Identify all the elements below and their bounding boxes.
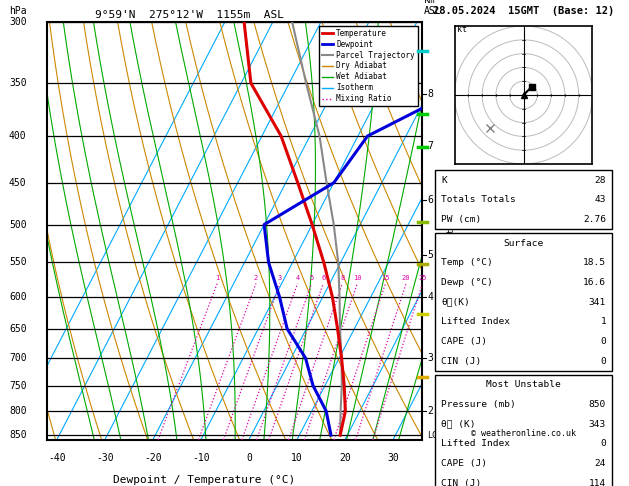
Text: LCL: LCL [428,431,442,440]
Text: 18.5: 18.5 [583,259,606,267]
Text: 3: 3 [278,276,282,281]
Text: 8: 8 [428,89,433,99]
Text: CIN (J): CIN (J) [441,479,481,486]
Text: -20: -20 [144,453,162,463]
Text: 4: 4 [296,276,299,281]
Text: θᴄ (K): θᴄ (K) [441,419,476,429]
Text: -40: -40 [48,453,65,463]
Text: 24: 24 [594,459,606,468]
Text: 20: 20 [402,276,410,281]
Text: 10: 10 [353,276,362,281]
Text: 850: 850 [9,430,26,440]
Text: 0: 0 [600,357,606,365]
Text: 1: 1 [600,317,606,326]
Text: 400: 400 [9,131,26,141]
Bar [435,375,612,486]
Text: K: K [441,175,447,185]
Text: km
ASL: km ASL [424,0,442,16]
Text: Dewpoint / Temperature (°C): Dewpoint / Temperature (°C) [113,475,296,486]
Title: 9°59'N  275°12'W  1155m  ASL: 9°59'N 275°12'W 1155m ASL [95,10,284,20]
Text: Most Unstable: Most Unstable [486,381,561,389]
Text: 3: 3 [428,353,433,363]
Text: CIN (J): CIN (J) [441,357,481,365]
Text: 750: 750 [9,381,26,391]
Text: 5: 5 [428,250,433,260]
Text: -30: -30 [96,453,114,463]
Text: θᴄ(K): θᴄ(K) [441,297,470,307]
Text: Surface: Surface [503,239,543,248]
Text: -10: -10 [192,453,209,463]
Text: 6: 6 [428,195,433,205]
Text: © weatheronline.co.uk: © weatheronline.co.uk [471,429,576,438]
Text: 28: 28 [594,175,606,185]
Text: 28.05.2024  15GMT  (Base: 12): 28.05.2024 15GMT (Base: 12) [433,6,614,16]
Text: 850: 850 [589,400,606,409]
Text: Mixing Ratio (g/kg): Mixing Ratio (g/kg) [447,180,456,282]
Text: 300: 300 [9,17,26,27]
Text: Lifted Index: Lifted Index [441,317,510,326]
Text: 5: 5 [309,276,314,281]
Text: Dewp (°C): Dewp (°C) [441,278,493,287]
Bar [435,170,612,229]
Text: Totals Totals: Totals Totals [441,195,516,204]
Text: 0: 0 [246,453,252,463]
Text: 43: 43 [594,195,606,204]
Text: 700: 700 [9,353,26,363]
Text: PW (cm): PW (cm) [441,215,481,224]
Text: 600: 600 [9,292,26,302]
Text: 20: 20 [339,453,351,463]
Text: CAPE (J): CAPE (J) [441,459,487,468]
Text: 2: 2 [428,406,433,416]
Bar [435,233,612,371]
Text: 30: 30 [387,453,399,463]
Text: 350: 350 [9,78,26,88]
Text: 343: 343 [589,419,606,429]
Text: 114: 114 [589,479,606,486]
Text: hPa: hPa [9,6,26,16]
Text: 550: 550 [9,258,26,267]
Text: Pressure (mb): Pressure (mb) [441,400,516,409]
Text: 2.76: 2.76 [583,215,606,224]
Text: 25: 25 [418,276,427,281]
Text: 2: 2 [253,276,258,281]
Text: Lifted Index: Lifted Index [441,439,510,448]
Text: 6: 6 [321,276,325,281]
Text: 500: 500 [9,220,26,229]
Text: 15: 15 [381,276,390,281]
Text: 450: 450 [9,178,26,188]
Text: 1: 1 [215,276,220,281]
Text: 650: 650 [9,324,26,334]
Text: CAPE (J): CAPE (J) [441,337,487,346]
Text: 8: 8 [340,276,344,281]
Text: 4: 4 [428,292,433,302]
Text: 16.6: 16.6 [583,278,606,287]
Text: 10: 10 [291,453,303,463]
Text: 7: 7 [428,141,433,151]
Text: 0: 0 [600,337,606,346]
Text: 341: 341 [589,297,606,307]
Text: 800: 800 [9,406,26,416]
Text: Temp (°C): Temp (°C) [441,259,493,267]
Legend: Temperature, Dewpoint, Parcel Trajectory, Dry Adiabat, Wet Adiabat, Isotherm, Mi: Temperature, Dewpoint, Parcel Trajectory… [319,26,418,106]
Text: 0: 0 [600,439,606,448]
